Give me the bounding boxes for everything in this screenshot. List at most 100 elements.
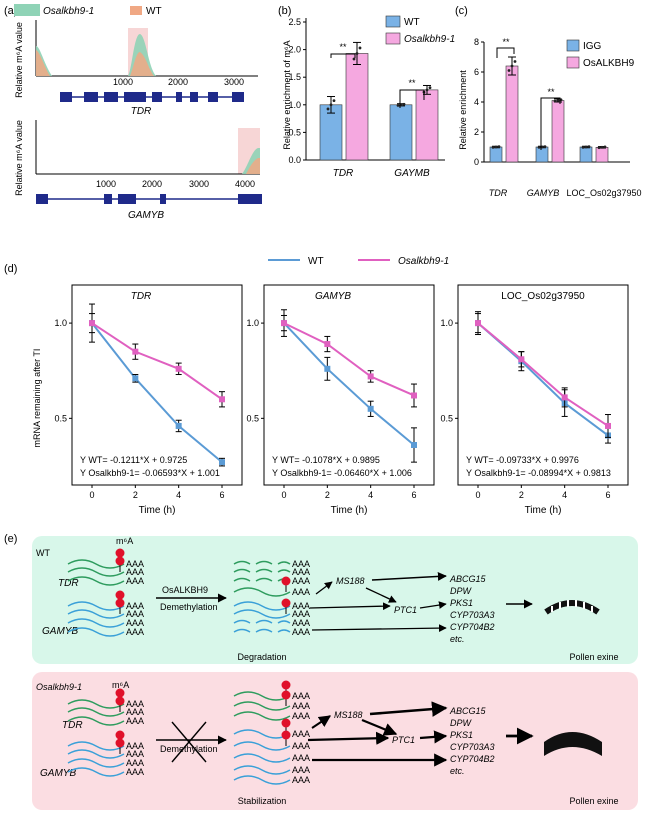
legend-mut-swatch xyxy=(14,4,40,16)
panel-b-bars xyxy=(319,41,439,161)
x-tick-label: 4 xyxy=(176,490,181,500)
mrna-molecule: AAA xyxy=(67,556,144,577)
data-point xyxy=(475,320,481,327)
mrna-fragment xyxy=(233,628,291,633)
plot-title: GAMYB xyxy=(315,291,351,302)
data-point xyxy=(603,145,607,149)
plot-frame xyxy=(263,284,435,486)
data-point xyxy=(507,69,511,72)
mut-ms188-label: MS188 xyxy=(334,710,363,720)
x-tick-label: 4 xyxy=(368,490,373,500)
m6a-mark xyxy=(281,690,291,700)
polya-tail: AAA xyxy=(126,758,144,768)
y-tick-label: 0.5 xyxy=(288,127,301,137)
mrna-molecule: AAA xyxy=(233,598,310,619)
polya-tail: AAA xyxy=(126,601,144,611)
mrna-strand xyxy=(233,711,291,721)
mut-pollen-exine-icon xyxy=(544,732,602,756)
m6a-mark xyxy=(281,598,291,608)
data-point xyxy=(324,365,331,372)
data-point xyxy=(597,146,601,150)
y-tick-label: 1.0 xyxy=(54,318,67,328)
wt-target: ABCG15 xyxy=(449,574,487,584)
mrna-strand xyxy=(67,567,125,577)
mut-target: etc. xyxy=(450,766,465,776)
polya-tail: AAA xyxy=(292,753,310,763)
polya-tail: AAA xyxy=(126,567,144,577)
data-point xyxy=(561,394,568,401)
data-point xyxy=(355,52,359,55)
panel-c-ylabel: Relative enrichment xyxy=(458,70,468,150)
panel-c-cat-tdr: TDR xyxy=(489,188,508,198)
panel-c-legend-alkbh9: OsALKBH9 xyxy=(583,58,635,69)
data-point xyxy=(543,145,547,149)
mrna-molecule: AAA xyxy=(233,618,310,628)
panel-b-cat-tdr: TDR xyxy=(333,168,354,179)
mrna-strand xyxy=(67,758,125,768)
data-point xyxy=(175,365,182,372)
panel-b-sig-2: ** xyxy=(408,78,416,88)
y-tick-label: 1.0 xyxy=(440,318,453,328)
mrna-strand xyxy=(233,587,291,597)
mrna-strand xyxy=(67,618,125,628)
data-point xyxy=(324,341,331,348)
series-line-Osalkbh9-1 xyxy=(477,322,609,427)
x-tick-label: 0 xyxy=(475,490,480,500)
mrna-fragment xyxy=(233,619,291,624)
mrna-strand xyxy=(67,609,125,619)
panel-b-ylabel: Relative enrichment of m⁶A xyxy=(282,40,292,149)
gamyb-tick: 4000 xyxy=(235,179,255,189)
bar-IGG xyxy=(535,146,549,163)
m6a-mark xyxy=(281,680,291,690)
panel-d-legend-wt: WT xyxy=(308,256,324,267)
m6a-mark xyxy=(281,576,291,586)
bar-WT xyxy=(389,104,413,161)
fit-equation-mut: Y Osalkbh9-1= -0.06460*X + 1.006 xyxy=(272,468,412,478)
tdr-gene-name: TDR xyxy=(131,106,152,117)
mut-result-label: Pollen exine xyxy=(569,796,618,806)
mrna-strand xyxy=(233,741,291,751)
panel-b-sig-1: ** xyxy=(339,42,347,52)
gamyb-tick: 1000 xyxy=(96,179,116,189)
mrna-strand xyxy=(67,627,125,637)
data-point xyxy=(587,145,591,149)
x-tick-label: 6 xyxy=(411,490,416,500)
y-tick-label: 2 xyxy=(474,127,479,137)
polya-tail: AAA xyxy=(292,729,310,739)
tdr-tick: 1000 xyxy=(113,77,133,87)
mrna-strand xyxy=(233,729,291,739)
wt-ms188-label: MS188 xyxy=(336,576,365,586)
x-tick-label: 2 xyxy=(133,490,138,500)
m6a-mark xyxy=(115,598,125,608)
panel-c-cat-loc: LOC_Os02g37950 xyxy=(566,188,641,198)
polya-tail: AAA xyxy=(126,576,144,586)
wt-enzyme-label: OsALKBH9 xyxy=(162,585,208,595)
mrna-molecule: AAA xyxy=(67,618,144,628)
mrna-molecule: AAA xyxy=(67,576,144,586)
x-tick-label: 0 xyxy=(281,490,286,500)
mrna-molecule: AAA xyxy=(233,753,310,763)
data-point xyxy=(553,99,557,103)
data-point xyxy=(219,459,225,466)
mrna-strand xyxy=(67,741,125,751)
decay-plot: GAMYB 0 2 4 6 Time (h) 0.5 1.0 Y WT= -0.1078*X +… xyxy=(246,284,435,516)
data-point xyxy=(556,99,560,102)
series-line-WT xyxy=(283,322,415,446)
m6a-mark xyxy=(281,718,291,728)
y-tick-label: 2.5 xyxy=(288,17,301,27)
x-axis-label: Time (h) xyxy=(525,505,562,516)
panel-d-ylabel: mRNA remaining after TI xyxy=(32,349,42,448)
panel-a-ylabel-tdr: Relative m⁶A value xyxy=(14,22,24,98)
plot-title: LOC_Os02g37950 xyxy=(501,291,585,302)
data-point xyxy=(497,145,501,149)
polya-tail: AAA xyxy=(126,741,144,751)
panel-c-sig-1: ** xyxy=(502,37,510,47)
y-tick-label: 4 xyxy=(474,97,479,107)
panel-d: (d) WT Osalkbh9-1 mRNA remaining after T… xyxy=(4,256,629,516)
polya-tail: AAA xyxy=(126,707,144,717)
y-tick-label: 0.0 xyxy=(288,155,301,165)
mrna-molecule: AAA xyxy=(67,688,144,709)
